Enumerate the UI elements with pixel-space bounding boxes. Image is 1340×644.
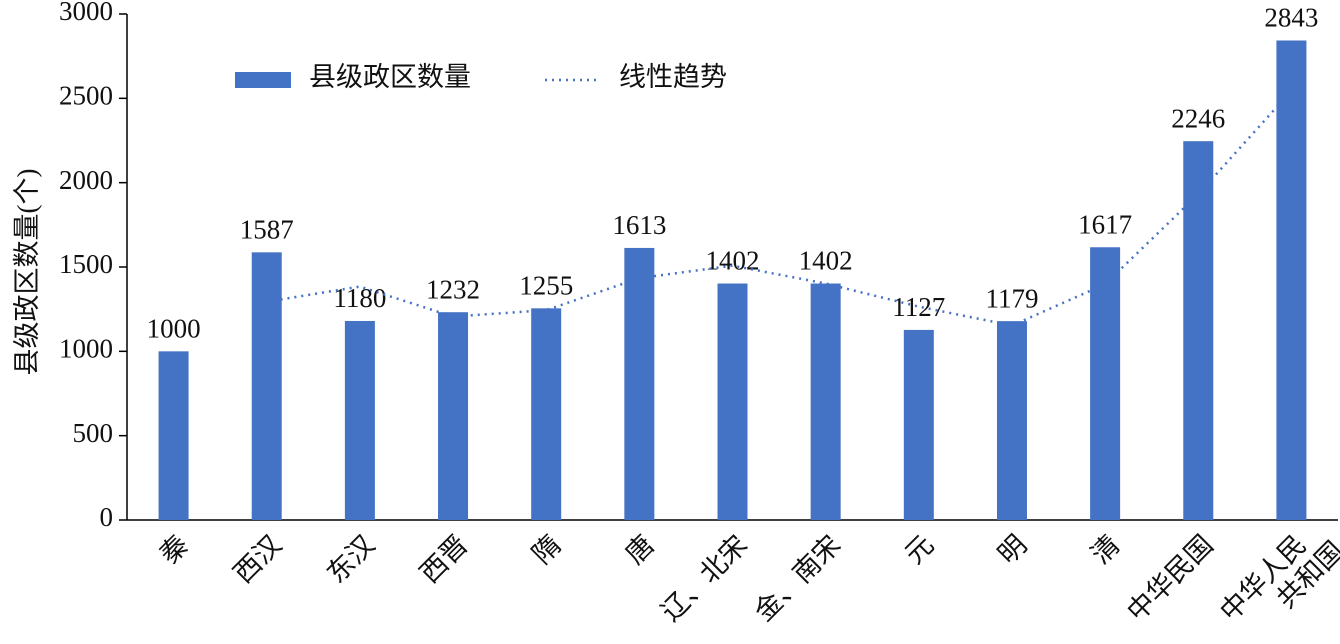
x-tick-label: 秦 xyxy=(154,529,194,569)
bar xyxy=(1183,141,1214,520)
data-label: 1180 xyxy=(333,283,386,313)
x-tick-label: 清 xyxy=(1085,529,1125,569)
data-label: 1127 xyxy=(892,292,945,322)
data-label: 1402 xyxy=(706,246,760,276)
y-tick-label: 3000 xyxy=(59,0,113,26)
x-tick-label: 中华民国 xyxy=(1121,529,1219,627)
x-tick-label: 辽、北宋 xyxy=(656,529,754,627)
x-tick-label: 金、南宋 xyxy=(749,529,847,627)
y-tick-label: 2000 xyxy=(59,165,113,195)
legend-label: 县级政区数量 xyxy=(309,62,471,92)
legend-swatch xyxy=(235,72,291,88)
bar xyxy=(996,321,1027,520)
y-tick-label: 500 xyxy=(73,418,114,448)
data-label: 1402 xyxy=(799,246,853,276)
data-label: 1232 xyxy=(426,274,480,304)
legend-label: 线性趋势 xyxy=(619,62,727,92)
bar xyxy=(158,351,189,520)
x-tick-label: 西汉 xyxy=(228,529,287,588)
data-label: 1000 xyxy=(147,314,201,344)
bar xyxy=(1276,40,1307,521)
x-tick-label: 明 xyxy=(992,529,1032,569)
data-label: 1179 xyxy=(985,283,1038,313)
x-tick-label: 东汉 xyxy=(321,529,380,588)
y-tick-label: 2500 xyxy=(59,81,113,111)
bar xyxy=(251,252,282,521)
bar xyxy=(344,320,375,520)
bar xyxy=(903,329,934,520)
data-label: 1587 xyxy=(240,215,294,245)
x-tick-label: 隋 xyxy=(527,529,567,569)
bar xyxy=(624,247,655,520)
y-tick-label: 1500 xyxy=(59,249,113,279)
bar xyxy=(438,312,469,520)
data-label: 1613 xyxy=(612,210,666,240)
y-tick-label: 0 xyxy=(100,502,114,532)
bar xyxy=(1090,247,1121,521)
data-label: 2843 xyxy=(1264,3,1318,33)
x-tick-label: 中华人民共和国 xyxy=(1214,514,1340,644)
y-tick-label: 1000 xyxy=(59,334,113,364)
y-axis-label: 县级政区数量(个) xyxy=(12,169,42,376)
x-tick-label: 西晋 xyxy=(414,529,473,588)
bar xyxy=(531,308,562,520)
data-label: 1255 xyxy=(519,271,573,301)
trend-line xyxy=(266,89,1293,327)
data-label: 1617 xyxy=(1078,209,1132,239)
x-tick-label: 元 xyxy=(899,529,939,569)
bar xyxy=(717,283,748,520)
data-label: 2246 xyxy=(1171,103,1225,133)
x-tick-label: 唐 xyxy=(620,529,660,569)
bar xyxy=(810,283,841,520)
